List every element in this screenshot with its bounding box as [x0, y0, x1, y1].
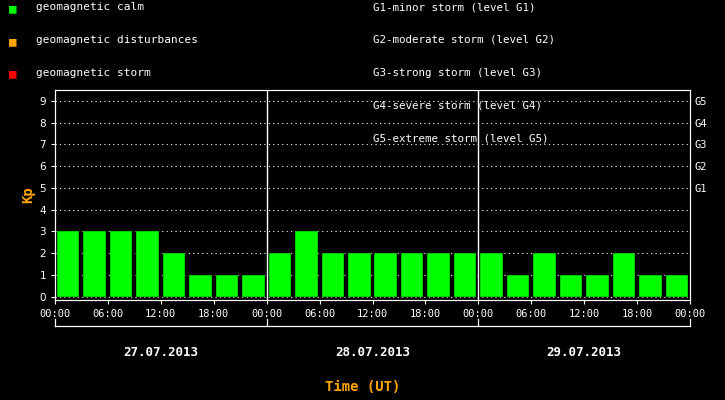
Text: 27.07.2013: 27.07.2013: [123, 346, 199, 359]
Bar: [83, 232, 106, 297]
Text: G5-extreme storm (level G5): G5-extreme storm (level G5): [373, 133, 549, 143]
Bar: [428, 253, 450, 297]
Bar: [136, 232, 159, 297]
Bar: [189, 275, 212, 297]
Bar: [666, 275, 688, 297]
Text: G2-moderate storm (level G2): G2-moderate storm (level G2): [373, 35, 555, 45]
Bar: [507, 275, 529, 297]
Bar: [216, 275, 239, 297]
Text: geomagnetic storm: geomagnetic storm: [36, 68, 151, 78]
Text: 29.07.2013: 29.07.2013: [547, 346, 621, 359]
Text: G4-severe storm (level G4): G4-severe storm (level G4): [373, 100, 542, 110]
Text: ■: ■: [9, 68, 16, 81]
Text: geomagnetic calm: geomagnetic calm: [36, 2, 144, 12]
Bar: [401, 253, 423, 297]
Bar: [533, 253, 556, 297]
Bar: [454, 253, 476, 297]
Bar: [242, 275, 265, 297]
Bar: [639, 275, 661, 297]
Bar: [375, 253, 397, 297]
Text: Time (UT): Time (UT): [325, 380, 400, 394]
Text: G3-strong storm (level G3): G3-strong storm (level G3): [373, 68, 542, 78]
Bar: [322, 253, 344, 297]
Text: 28.07.2013: 28.07.2013: [335, 346, 410, 359]
Bar: [269, 253, 291, 297]
Bar: [613, 253, 635, 297]
Bar: [560, 275, 582, 297]
Bar: [295, 232, 318, 297]
Text: geomagnetic disturbances: geomagnetic disturbances: [36, 35, 198, 45]
Bar: [57, 232, 80, 297]
Bar: [586, 275, 609, 297]
Text: ■: ■: [9, 2, 16, 15]
Bar: [110, 232, 133, 297]
Text: ■: ■: [9, 35, 16, 48]
Bar: [481, 253, 503, 297]
Bar: [163, 253, 186, 297]
Text: G1-minor storm (level G1): G1-minor storm (level G1): [373, 2, 536, 12]
Bar: [348, 253, 370, 297]
Y-axis label: Kp: Kp: [21, 187, 36, 203]
